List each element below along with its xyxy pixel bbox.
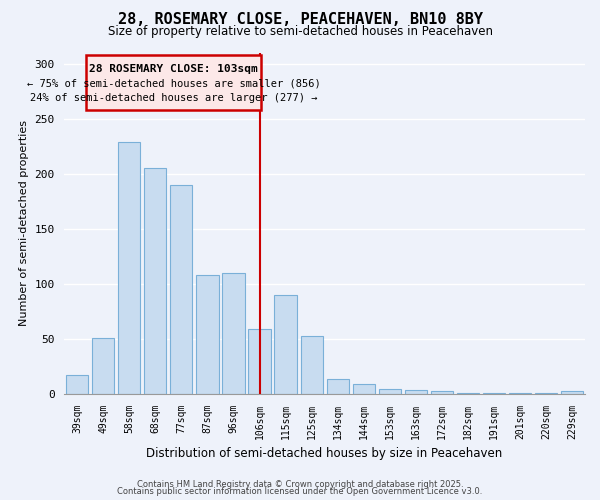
Bar (66, 375, 88, 394)
Bar (223, 272, 245, 394)
Bar (118, 142, 140, 394)
X-axis label: Distribution of semi-detached houses by size in Peacehaven: Distribution of semi-detached houses by … (146, 447, 503, 460)
Bar (144, 168, 166, 394)
Text: Contains public sector information licensed under the Open Government Licence v3: Contains public sector information licen… (118, 487, 482, 496)
Text: 28, ROSEMARY CLOSE, PEACEHAVEN, BN10 8BY: 28, ROSEMARY CLOSE, PEACEHAVEN, BN10 8BY (118, 12, 482, 28)
Bar (483, 392, 505, 394)
Bar (457, 392, 479, 394)
Bar (379, 390, 401, 394)
Text: 24% of semi-detached houses are larger (277) →: 24% of semi-detached houses are larger (… (30, 93, 317, 103)
Bar (274, 294, 296, 394)
Text: ← 75% of semi-detached houses are smaller (856): ← 75% of semi-detached houses are smalle… (27, 79, 320, 89)
Bar (92, 338, 115, 394)
Bar (301, 336, 323, 394)
Bar (248, 329, 271, 394)
Bar (170, 184, 193, 394)
Text: 28 ROSEMARY CLOSE: 103sqm: 28 ROSEMARY CLOSE: 103sqm (89, 64, 258, 74)
Bar (561, 392, 583, 394)
Bar (404, 390, 427, 394)
Bar (196, 275, 218, 394)
Bar (431, 392, 453, 394)
Y-axis label: Number of semi-detached properties: Number of semi-detached properties (19, 120, 29, 326)
Bar (509, 392, 531, 394)
Bar (353, 384, 375, 394)
Bar (535, 392, 557, 394)
FancyBboxPatch shape (86, 54, 261, 110)
Bar (326, 380, 349, 394)
Text: Size of property relative to semi-detached houses in Peacehaven: Size of property relative to semi-detach… (107, 25, 493, 38)
Text: Contains HM Land Registry data © Crown copyright and database right 2025.: Contains HM Land Registry data © Crown c… (137, 480, 463, 489)
